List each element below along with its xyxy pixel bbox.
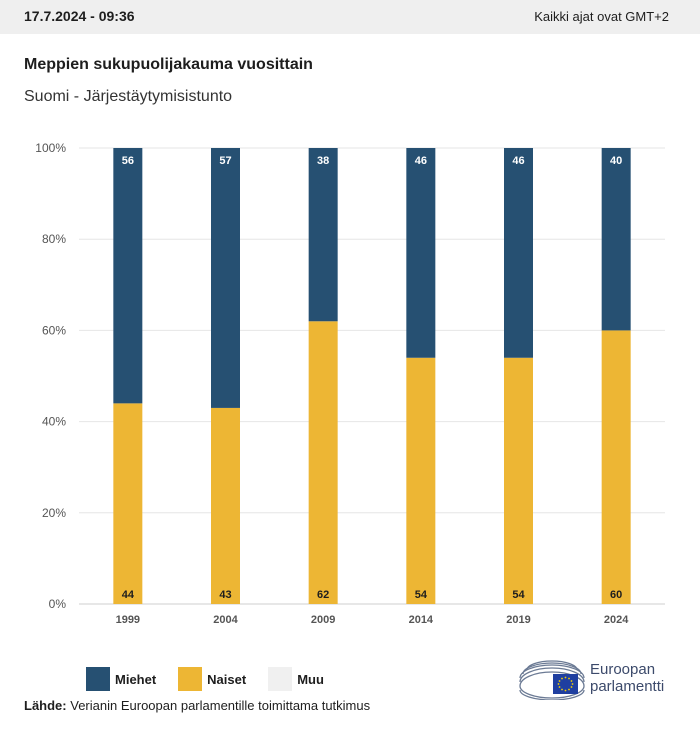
bar-naiset (504, 357, 533, 604)
legend-swatch-muu (268, 667, 293, 691)
bar-miehet (504, 148, 533, 358)
data-label-miehet: 56 (122, 155, 134, 167)
legend-item-muu[interactable]: Muu (268, 667, 324, 691)
european-parliament-logo[interactable]: Euroopan parlamentti (517, 658, 682, 701)
data-label-miehet: 40 (610, 155, 622, 167)
data-label-naiset: 44 (122, 589, 135, 601)
bar-naiset (211, 407, 240, 604)
data-label-miehet: 46 (415, 155, 427, 167)
data-label-naiset: 54 (512, 589, 525, 601)
chart-title: Meppien sukupuolijakauma vuosittain (24, 56, 313, 73)
data-label-naiset: 54 (415, 589, 428, 601)
bar-miehet (308, 148, 338, 322)
legend-item-miehet[interactable]: Miehet (86, 667, 156, 691)
parliament-hemicycle-icon (519, 660, 585, 701)
bar-naiset (113, 403, 143, 604)
logo-text-line1: Euroopan (590, 661, 656, 678)
logo-text-line2: parlamentti (590, 678, 665, 695)
bar-chart: 0% 20% 40% 60% 80% 100% 56 44 1999 57 43 2004 38 62 20… (35, 141, 665, 626)
timestamp: 17.7.2024 - 09:36 (24, 8, 135, 24)
source-text: Verianin Euroopan parlamentille toimitta… (70, 698, 371, 713)
x-tick-label: 2019 (506, 614, 530, 626)
bar-miehet (601, 148, 631, 331)
data-label-naiset: 43 (219, 589, 231, 601)
y-tick-label: 80% (42, 232, 66, 246)
data-label-naiset: 60 (610, 589, 622, 601)
legend-swatch-naiset (178, 667, 203, 691)
legend-swatch-miehet (86, 667, 110, 691)
legend-item-naiset[interactable]: Naiset (178, 667, 246, 691)
bar-miehet (113, 148, 143, 404)
data-label-miehet: 57 (219, 155, 231, 167)
x-tick-label: 1999 (116, 614, 140, 626)
legend: Miehet Naiset Muu (86, 667, 346, 691)
bar-miehet (211, 148, 240, 408)
y-tick-label: 60% (42, 323, 66, 337)
y-tick-label: 100% (35, 141, 66, 155)
legend-label: Naiset (207, 671, 247, 687)
bar-naiset (601, 330, 631, 604)
data-label-miehet: 38 (317, 155, 329, 167)
x-tick-label: 2014 (409, 614, 434, 626)
y-tick-label: 40% (42, 415, 66, 429)
x-tick-label: 2009 (311, 614, 335, 626)
bar-naiset (406, 357, 436, 604)
source-note: Lähde: Verianin Euroopan parlamentille t… (24, 698, 370, 713)
header-bar: 17.7.2024 - 09:36 Kaikki ajat ovat GMT+2 (0, 0, 700, 34)
chart-subtitle: Suomi - Järjestäytymisistunto (24, 88, 233, 105)
x-tick-label: 2024 (604, 614, 629, 626)
logo-text: Euroopan parlamentti (590, 661, 664, 695)
source-label: Lähde: (24, 698, 67, 713)
x-tick-label: 2004 (213, 614, 238, 626)
bar-miehet (406, 148, 436, 358)
bar-naiset (308, 321, 338, 604)
y-tick-label: 0% (49, 597, 67, 611)
data-label-naiset: 62 (317, 589, 329, 601)
y-tick-label: 20% (42, 506, 66, 520)
legend-label: Muu (297, 671, 324, 687)
legend-label: Miehet (115, 671, 157, 687)
data-label-miehet: 46 (512, 155, 524, 167)
timezone-note: Kaikki ajat ovat GMT+2 (534, 9, 669, 24)
